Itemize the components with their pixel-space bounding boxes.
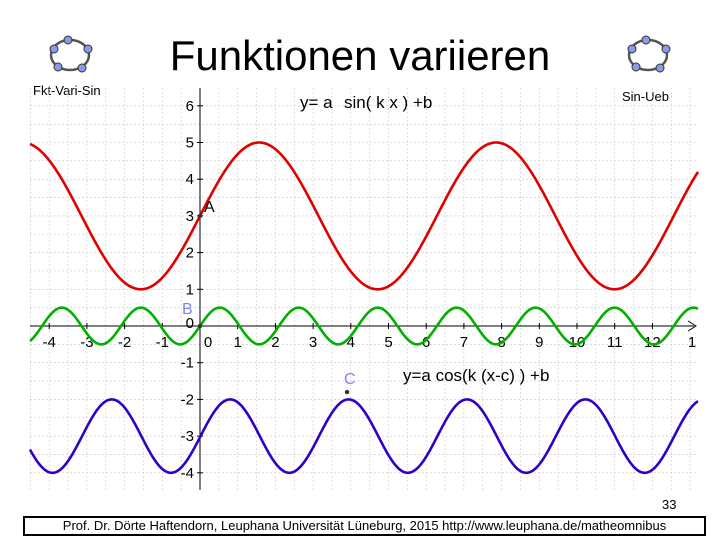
page-title: Funktionen variieren bbox=[169, 32, 551, 79]
x-tick-label: 7 bbox=[460, 334, 468, 351]
x-tick-label: 4 bbox=[347, 334, 355, 351]
x-tick-label: 9 bbox=[535, 334, 543, 351]
x-tick-label: -1 bbox=[156, 334, 169, 351]
point-b bbox=[197, 323, 203, 329]
footer-text: Prof. Dr. Dörte Haftendorn, Leuphana Uni… bbox=[23, 516, 706, 536]
point-label-a: A bbox=[204, 199, 215, 216]
y-tick-label: 3 bbox=[186, 208, 194, 225]
y-tick-label: 2 bbox=[186, 245, 194, 262]
formula-sin-part1: y= a bbox=[300, 93, 333, 112]
y-tick-label: 5 bbox=[186, 135, 194, 152]
x-tick-label: 1 bbox=[688, 334, 696, 351]
y-tick-label: -1 bbox=[181, 355, 194, 372]
y-tick-label: -3 bbox=[181, 428, 194, 445]
formula-sin-part2: sin( k x ) +b bbox=[344, 93, 432, 112]
y-tick-label-zero: 0 bbox=[186, 315, 194, 332]
x-tick-label: 6 bbox=[422, 334, 430, 351]
y-tick-label: -4 bbox=[181, 465, 194, 482]
x-tick-label: -3 bbox=[80, 334, 93, 351]
x-tick-label: -4 bbox=[43, 334, 56, 351]
x-axis-arrow bbox=[687, 320, 697, 332]
formula-cos: y=a cos(k (x-c) ) +b bbox=[403, 366, 549, 385]
geogebra-icon-right[interactable] bbox=[622, 33, 674, 77]
y-tick-label: 1 bbox=[186, 281, 194, 298]
geogebra-icon-left[interactable] bbox=[44, 33, 96, 77]
x-tick-label: -2 bbox=[118, 334, 131, 351]
x-tick-label: 0 bbox=[204, 334, 212, 351]
x-tick-label: 12 bbox=[644, 334, 661, 351]
x-tick-label: 11 bbox=[607, 334, 623, 351]
page-number: 33 bbox=[662, 497, 677, 512]
point-c bbox=[344, 389, 350, 395]
x-tick-label: 1 bbox=[234, 334, 242, 351]
point-label-c: C bbox=[344, 371, 356, 388]
fkt-vari-sin-link[interactable]: Fkt-Vari-Sin bbox=[33, 83, 101, 98]
series-curve-2 bbox=[29, 306, 699, 346]
series-curve-1 bbox=[29, 141, 700, 291]
x-tick-label: 3 bbox=[309, 334, 317, 351]
point-label-b: B bbox=[182, 301, 193, 318]
y-tick-label: 4 bbox=[186, 171, 194, 188]
y-tick-label: 6 bbox=[186, 98, 194, 115]
x-tick-label: 10 bbox=[569, 334, 586, 351]
series-curve-3 bbox=[28, 398, 699, 475]
point-a bbox=[197, 213, 203, 219]
y-tick-label: -2 bbox=[181, 391, 194, 408]
x-tick-label: 5 bbox=[384, 334, 392, 351]
x-tick-label: 2 bbox=[271, 334, 279, 351]
